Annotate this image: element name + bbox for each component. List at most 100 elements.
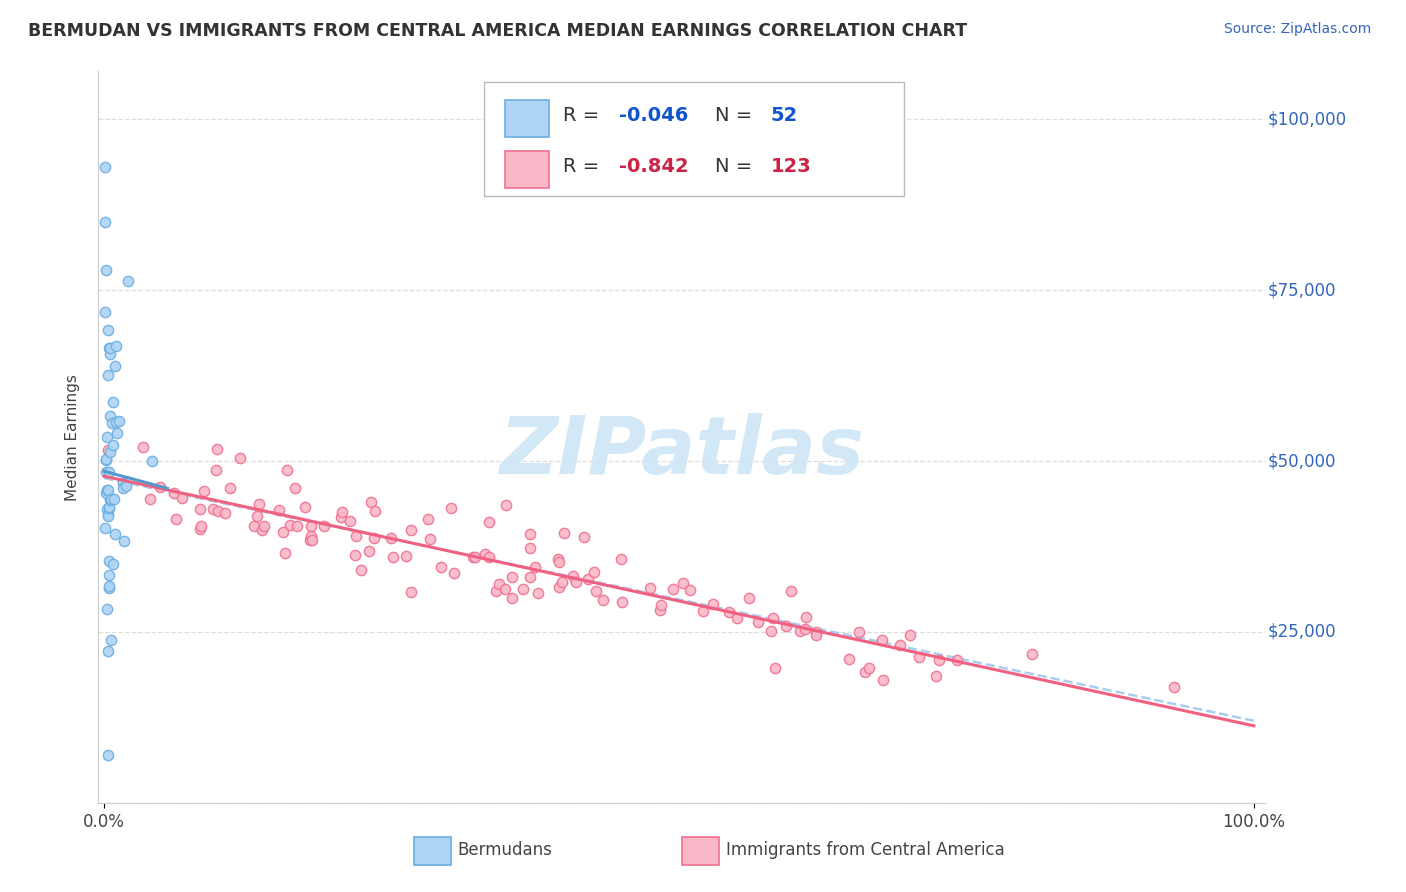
Point <box>245 509 267 524</box>
Point <box>98 342 121 356</box>
Text: Immigrants from Central America: Immigrants from Central America <box>727 841 1005 859</box>
Point <box>582 566 605 580</box>
Point <box>561 569 583 583</box>
Point <box>461 549 484 564</box>
Point <box>253 519 276 533</box>
Point <box>205 463 228 477</box>
Point <box>229 450 252 465</box>
Point <box>284 481 307 495</box>
Point <box>207 504 229 518</box>
Point <box>98 500 121 514</box>
Point <box>252 523 274 537</box>
Text: BERMUDAN VS IMMIGRANTS FROM CENTRAL AMERICA MEDIAN EARNINGS CORRELATION CHART: BERMUDAN VS IMMIGRANTS FROM CENTRAL AMER… <box>28 22 967 40</box>
Point <box>96 262 118 277</box>
Point <box>165 512 187 526</box>
Point <box>360 495 382 509</box>
Point <box>97 508 120 523</box>
Point <box>96 502 118 516</box>
Point <box>339 515 361 529</box>
Point <box>853 665 876 679</box>
Point <box>870 632 893 647</box>
Point <box>1163 681 1185 695</box>
Point <box>98 465 121 479</box>
Point <box>572 530 595 544</box>
Point <box>97 483 120 498</box>
Point <box>188 522 211 536</box>
FancyBboxPatch shape <box>682 838 720 865</box>
Point <box>299 518 322 533</box>
Point <box>925 669 948 683</box>
Point <box>97 323 120 337</box>
Point <box>97 581 120 595</box>
Point <box>519 526 541 541</box>
Point <box>848 625 870 640</box>
Point <box>269 502 291 516</box>
Text: -0.842: -0.842 <box>619 157 689 176</box>
Point <box>804 625 827 640</box>
Point <box>478 550 501 565</box>
Point <box>547 580 569 594</box>
Point <box>97 747 120 762</box>
Point <box>1021 648 1043 662</box>
Point <box>97 644 120 658</box>
Point <box>519 541 541 555</box>
Point <box>928 653 950 667</box>
Point <box>485 584 508 599</box>
Point <box>274 546 297 560</box>
Point <box>205 442 228 456</box>
Point <box>343 549 366 563</box>
Point <box>638 582 661 596</box>
Point <box>794 609 817 624</box>
Point <box>96 486 118 500</box>
Point <box>94 215 117 229</box>
Point <box>101 437 124 451</box>
Point <box>382 550 405 565</box>
Point <box>242 519 264 533</box>
Point <box>219 481 242 495</box>
Point <box>907 650 929 665</box>
Point <box>112 534 135 549</box>
Point <box>464 549 486 564</box>
Point <box>747 615 769 629</box>
Point <box>96 483 118 497</box>
Text: 123: 123 <box>770 157 811 176</box>
Point <box>718 605 741 619</box>
Point <box>94 466 117 480</box>
Point <box>299 528 322 542</box>
Point <box>314 518 336 533</box>
Point <box>96 602 118 616</box>
Text: $75,000: $75,000 <box>1268 281 1336 299</box>
Point <box>488 577 510 591</box>
Point <box>430 560 453 574</box>
Point <box>775 618 797 632</box>
Point <box>418 512 440 526</box>
Point <box>858 661 880 675</box>
Point <box>838 652 860 666</box>
Point <box>149 480 172 494</box>
Text: 52: 52 <box>770 106 797 125</box>
Text: N =: N = <box>714 157 758 176</box>
Point <box>330 505 353 519</box>
Point <box>872 673 894 687</box>
FancyBboxPatch shape <box>413 838 451 865</box>
Point <box>112 481 135 495</box>
Point <box>278 518 301 533</box>
Point <box>94 453 117 467</box>
Point <box>779 584 801 599</box>
Point <box>214 506 236 520</box>
Point <box>301 533 323 547</box>
Text: $100,000: $100,000 <box>1268 111 1347 128</box>
Point <box>105 425 128 440</box>
Point <box>103 491 125 506</box>
Point <box>738 591 761 606</box>
Text: Bermudans: Bermudans <box>458 841 553 859</box>
Point <box>294 500 316 514</box>
Point <box>276 463 298 477</box>
Text: -0.046: -0.046 <box>619 106 689 125</box>
Text: R =: R = <box>562 157 606 176</box>
Point <box>946 653 969 667</box>
Point <box>97 567 120 582</box>
Point <box>763 660 786 674</box>
Point <box>105 415 128 429</box>
Point <box>898 628 921 642</box>
